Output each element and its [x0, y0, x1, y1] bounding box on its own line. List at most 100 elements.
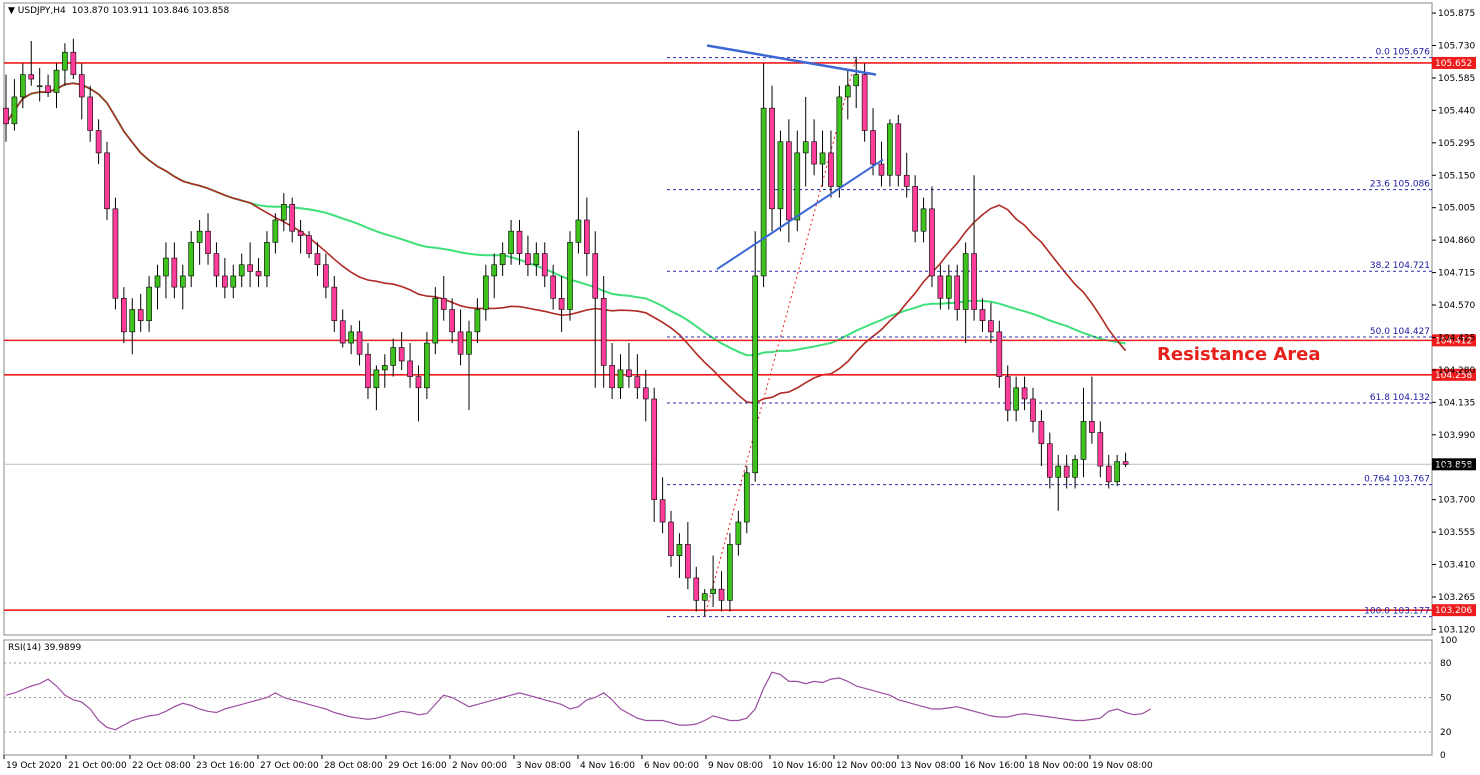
candle-body — [844, 85, 851, 98]
candle-body — [449, 309, 455, 333]
candle-body — [937, 275, 944, 299]
candle-body — [1021, 387, 1028, 400]
candle-body — [373, 369, 380, 389]
candle-body — [533, 253, 540, 266]
candle-body — [28, 74, 35, 80]
candle-body — [870, 130, 876, 165]
candle-body — [415, 376, 422, 389]
candle-body — [945, 275, 952, 299]
candle-body — [1080, 421, 1087, 460]
rsi-tick-label: 100 — [1440, 636, 1457, 646]
candle-body — [365, 353, 371, 389]
candle-body — [390, 347, 397, 366]
candle-body — [1114, 461, 1120, 483]
level-price-tag — [1432, 604, 1476, 617]
candle-body — [1063, 465, 1070, 478]
candle-body — [1030, 398, 1036, 422]
candle-body — [306, 235, 312, 254]
candle-body — [466, 331, 472, 355]
dropdown-arrow-icon: ▼ — [8, 6, 18, 16]
price-tick-label: 104.135 — [1438, 398, 1475, 408]
chart-header: ▼ USDJPY,H4 103.870 103.911 103.846 103.8… — [8, 6, 229, 16]
price-tick-label: 103.555 — [1438, 528, 1475, 538]
candle-body — [743, 472, 750, 523]
candle-body — [668, 521, 674, 556]
candle-body — [592, 253, 599, 299]
candle-body — [104, 152, 110, 210]
price-tick-label: 103.990 — [1438, 431, 1475, 441]
fib-level-label: 50.0 104.427 — [1370, 327, 1430, 337]
time-tick-label: 13 Nov 08:00 — [900, 761, 961, 771]
candle-body — [954, 275, 961, 310]
candle-body — [642, 387, 649, 400]
candle-body — [760, 107, 767, 277]
candle-body — [264, 242, 270, 277]
grid — [3, 2, 1433, 756]
candle-body — [323, 264, 329, 288]
candle-body — [541, 253, 548, 277]
resistance-area-label: Resistance Area — [1157, 344, 1321, 365]
candle-body — [499, 253, 506, 266]
candle-body — [735, 521, 742, 545]
time-tick-label: 23 Oct 16:00 — [196, 761, 255, 771]
time-axis: 19 Oct 2020 21 Oct 00:00 22 Oct 08:00 23 Oc… — [3, 755, 1153, 771]
candle-body — [752, 275, 759, 474]
candle-body — [710, 588, 716, 594]
level-price-tag — [1432, 368, 1476, 381]
time-tick-label: 12 Nov 00:00 — [836, 761, 897, 771]
candle-body — [289, 204, 296, 232]
candle-body — [853, 74, 860, 87]
time-tick-label: 2 Nov 00:00 — [452, 761, 507, 771]
candle-body — [861, 74, 868, 131]
time-tick-label: 10 Nov 16:00 — [772, 761, 833, 771]
candle-body — [331, 286, 338, 321]
rsi-tick-label: 80 — [1440, 659, 1452, 669]
candle-body — [903, 174, 910, 187]
price-tick-label: 105.730 — [1438, 42, 1475, 52]
time-tick-label: 18 Nov 00:00 — [1028, 761, 1089, 771]
candle-body — [887, 123, 893, 176]
candle-body — [962, 253, 969, 310]
candle-body — [617, 369, 624, 389]
candle-body — [769, 107, 775, 210]
rsi-tick-label: 50 — [1440, 694, 1452, 704]
sma-line-red — [5, 82, 1127, 404]
candle-body — [112, 208, 119, 299]
candle-body — [600, 298, 607, 366]
rsi-tick-label: 20 — [1440, 728, 1452, 738]
candle-body — [457, 331, 464, 355]
rsi-label: RSI(14) 39.9899 — [8, 643, 81, 653]
candle-body — [154, 275, 161, 288]
candle-body — [1013, 387, 1019, 411]
time-tick-label: 27 Oct 00:00 — [260, 761, 319, 771]
candle-body — [786, 141, 792, 221]
candle-body — [701, 593, 708, 601]
candle-body — [196, 230, 203, 243]
rsi-panel: 100 80 50 20 0 — [4, 636, 1457, 761]
candle-body — [1055, 465, 1062, 478]
price-tick-label: 105.005 — [1438, 204, 1475, 214]
candle-body — [794, 152, 801, 221]
candle-body — [727, 544, 733, 601]
candle-body — [482, 275, 489, 310]
candle-body — [929, 208, 935, 277]
candle-body — [516, 230, 523, 254]
candle-body — [11, 96, 18, 125]
candle-body — [836, 96, 843, 187]
price-tick-label: 105.440 — [1438, 106, 1475, 116]
candle-body — [36, 85, 43, 88]
candle-body — [575, 219, 582, 243]
fib-level-label: 100.0 103.177 — [1364, 607, 1430, 617]
candle-body — [1089, 421, 1095, 433]
fib-anchor-line — [704, 57, 857, 617]
candle-body — [1072, 459, 1078, 478]
candle-body — [3, 107, 9, 125]
rsi-line — [5, 671, 1152, 731]
candle-body — [1122, 461, 1129, 465]
trendlines — [706, 44, 884, 271]
candle-body — [171, 257, 178, 288]
candle-body — [996, 331, 1003, 377]
ascending-trendline — [716, 158, 884, 271]
ohlc-values: 103.870 103.911 103.846 103.858 — [72, 6, 230, 16]
